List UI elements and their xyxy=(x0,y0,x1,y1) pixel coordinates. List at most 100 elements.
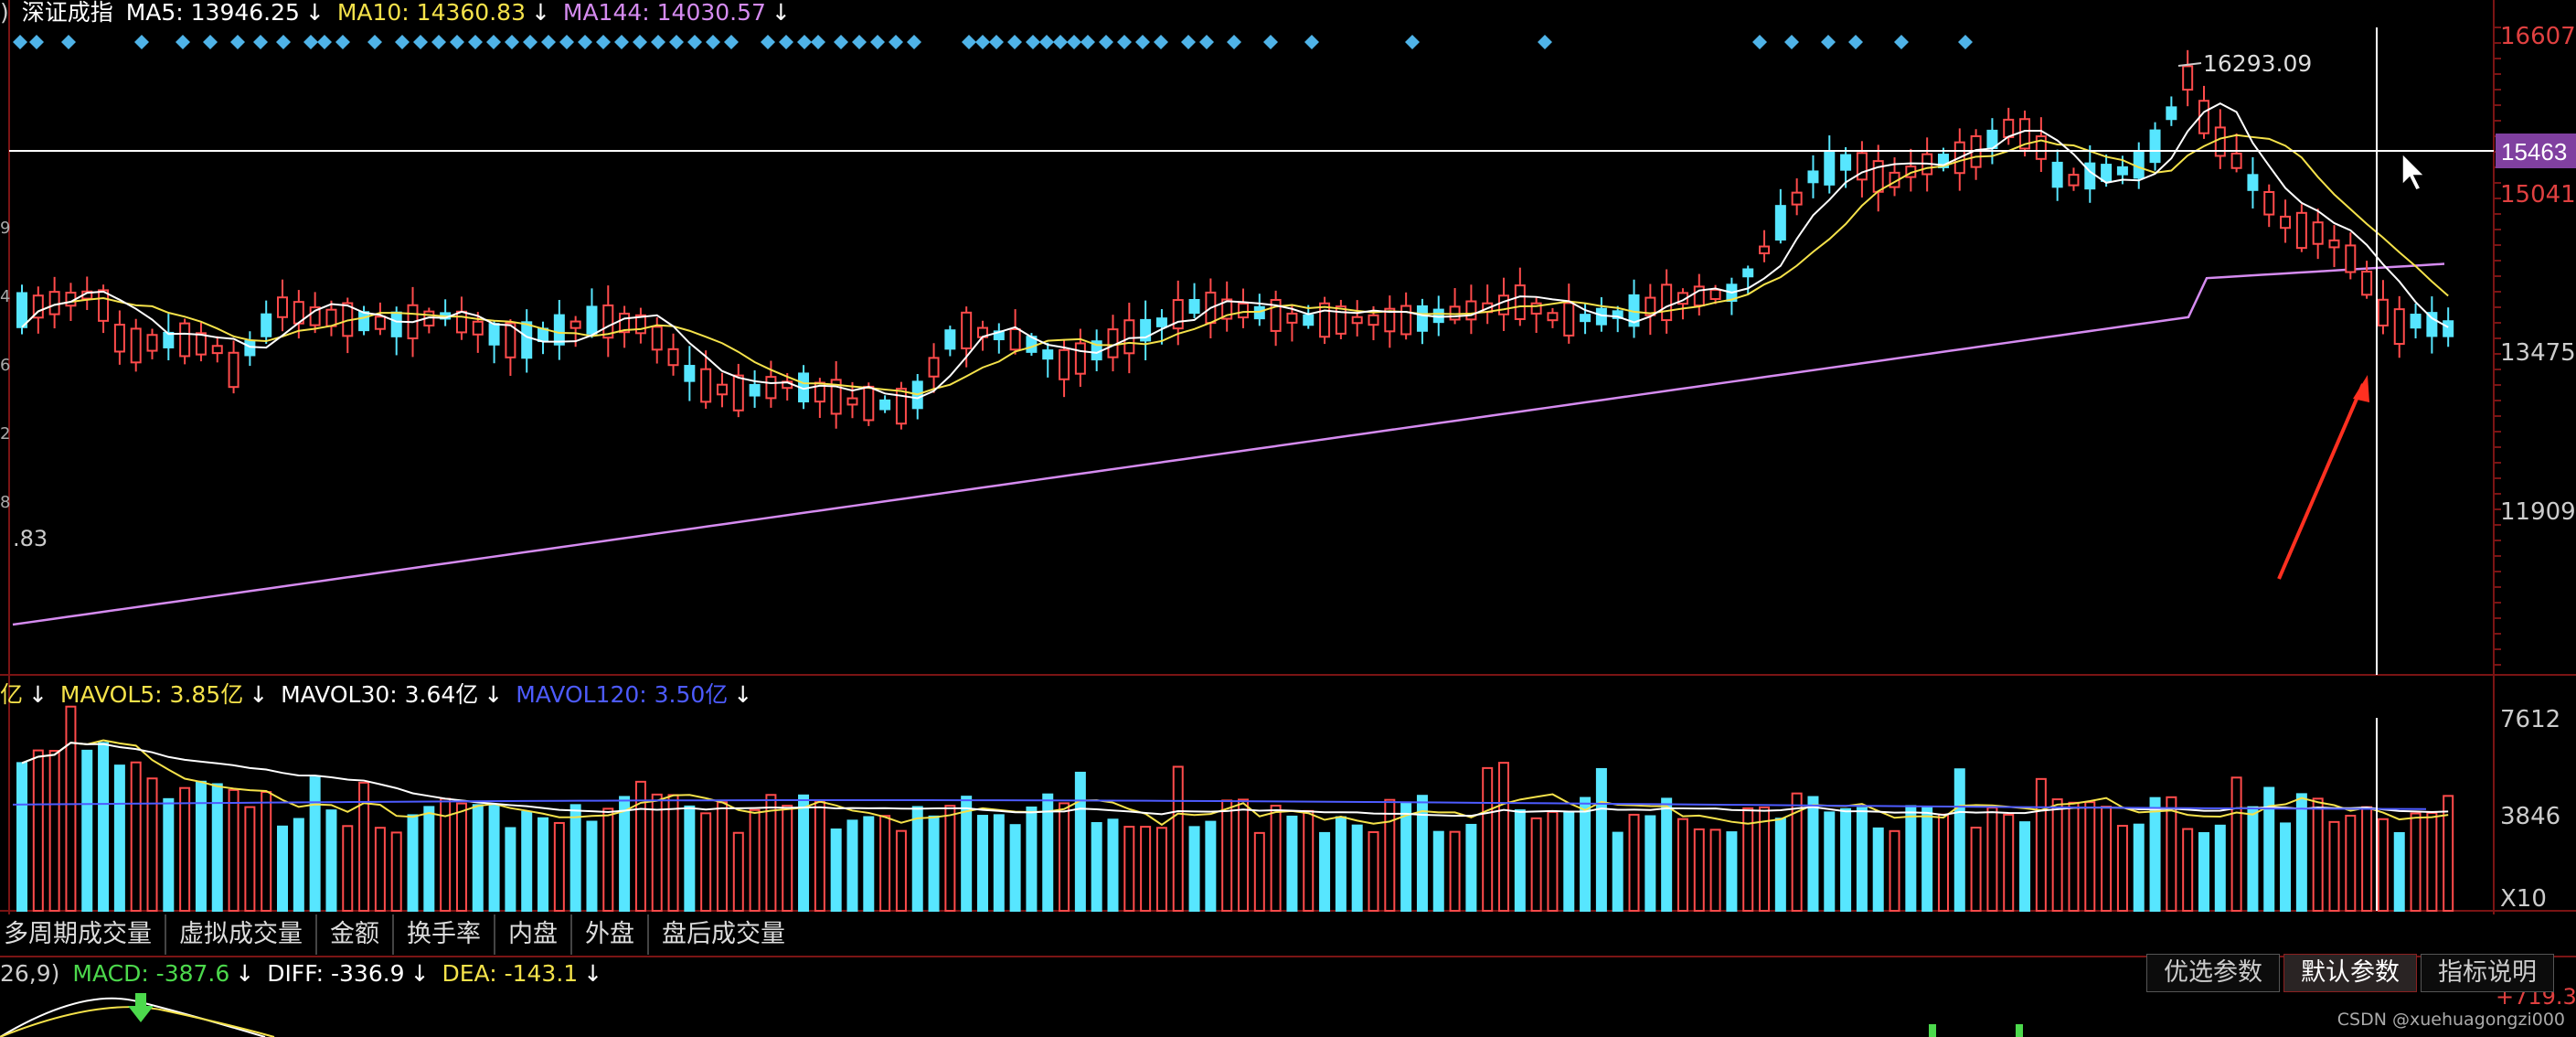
tab-virtual-volume[interactable]: 虚拟成交量 xyxy=(166,914,317,955)
mavol30-value[interactable]: MAVOL30: 3.64亿 xyxy=(281,681,479,708)
tab-multi-period-volume[interactable]: 多周期成交量 xyxy=(0,914,166,955)
candle-body xyxy=(1335,305,1347,335)
ma5-line xyxy=(21,102,2449,400)
volume-bar xyxy=(146,777,158,913)
ma5-arrow-icon: ↓ xyxy=(304,0,325,26)
candle-body xyxy=(358,311,370,332)
candle-body xyxy=(1188,298,1200,315)
volume-bar xyxy=(798,794,810,912)
mavol120-value[interactable]: MAVOL120: 3.50亿 xyxy=(516,681,729,708)
signal-diamond xyxy=(1538,35,1552,49)
volume-bar xyxy=(928,815,940,912)
candle-body xyxy=(586,305,598,335)
signal-diamond xyxy=(523,35,538,49)
panel-borders xyxy=(0,0,2576,957)
candle-body xyxy=(961,311,973,349)
dea-curve xyxy=(0,1006,275,1037)
ma10-value[interactable]: MA10: 14360.83 xyxy=(336,0,526,26)
volume-bar xyxy=(2019,821,2031,912)
signal-diamond xyxy=(1848,35,1863,49)
candle-body xyxy=(1498,294,1510,315)
volume-bar xyxy=(961,796,973,913)
volume-bar xyxy=(993,814,1005,913)
candle-body xyxy=(846,397,858,406)
volume-bar xyxy=(309,776,321,913)
candle-body xyxy=(651,326,663,351)
signal-diamond xyxy=(633,35,647,49)
mouse-pointer-icon xyxy=(2401,152,2426,191)
diff-value[interactable]: DIFF: -336.9 xyxy=(267,960,405,987)
signal-diamond xyxy=(431,35,446,49)
candle-body xyxy=(2035,135,2047,160)
volume-bar xyxy=(358,781,370,913)
volume-bar xyxy=(2035,777,2047,912)
candle-body xyxy=(1693,285,1705,307)
candle-body xyxy=(1319,302,1331,338)
candle-body xyxy=(2280,215,2292,230)
candle-body xyxy=(879,399,891,411)
signal-diamond xyxy=(1117,35,1132,49)
volume-bar xyxy=(2410,812,2422,912)
volume-bar xyxy=(1547,810,1559,913)
tab-amount[interactable]: 金额 xyxy=(317,914,394,955)
volume-bar xyxy=(65,705,77,913)
dea-value[interactable]: DEA: -143.1 xyxy=(442,960,579,987)
candle-body xyxy=(928,357,940,378)
volume-bar xyxy=(505,827,516,912)
price-legend: ) 深证成指 MA5: 13946.25 ↓ MA10: 14360.83 ↓ MA… xyxy=(0,1,796,25)
price-axis-label-1: 16607 xyxy=(2500,23,2576,50)
indicator-parameter-buttons: 优选参数 默认参数 指标说明 xyxy=(2143,954,2554,992)
ma5-value[interactable]: MA5: 13946.25 xyxy=(125,0,300,26)
volume-bar xyxy=(651,793,663,912)
tab-outer-volume[interactable]: 外盘 xyxy=(572,914,649,955)
volume-bar xyxy=(2361,806,2373,912)
volume-bar xyxy=(1042,793,1054,912)
volume-bar xyxy=(1009,824,1021,912)
ma10-polyline xyxy=(21,134,2449,396)
volume-bar xyxy=(1303,809,1315,912)
default-params-button[interactable]: 默认参数 xyxy=(2283,954,2417,992)
ma144-value[interactable]: MA144: 14030.57 xyxy=(562,0,766,26)
candle-body xyxy=(1580,314,1591,323)
macd-value[interactable]: MACD: -387.6 xyxy=(72,960,230,987)
volume-bar xyxy=(684,805,696,912)
tab-turnover-rate[interactable]: 换手率 xyxy=(394,914,495,955)
macd-legend: 26,9) MACD: -387.6 ↓ DIFF: -336.9 ↓ DEA: -… xyxy=(0,962,608,986)
candle-body xyxy=(1742,268,1754,278)
signal-diamond xyxy=(176,35,190,49)
volume-bar xyxy=(2051,798,2063,912)
volume-bar xyxy=(2312,797,2324,913)
candle-body xyxy=(2426,312,2438,337)
indicator-help-button[interactable]: 指标说明 xyxy=(2421,954,2554,992)
signal-diamond xyxy=(395,35,410,49)
candle-body xyxy=(2328,239,2340,249)
signal-diamond xyxy=(907,35,921,49)
optimized-params-button[interactable]: 优选参数 xyxy=(2146,954,2280,992)
candle-body xyxy=(2182,65,2194,91)
candle-body xyxy=(48,291,60,315)
left-edge-digit: 9 xyxy=(0,219,10,238)
tab-after-hours-volume[interactable]: 盘后成交量 xyxy=(662,920,785,948)
signal-diamond xyxy=(13,35,27,49)
volume-bar xyxy=(976,815,988,912)
volume-bar xyxy=(2247,806,2259,912)
candle-body xyxy=(1400,305,1412,336)
volume-bar xyxy=(48,750,60,912)
candle-body xyxy=(700,368,712,403)
signal-diamond xyxy=(1784,35,1799,49)
volume-bar xyxy=(879,815,891,913)
price-axis-label-4: 11909 xyxy=(2500,498,2576,526)
signal-diamond xyxy=(253,35,268,49)
candle-body xyxy=(1514,284,1526,320)
volume-axis-label-1: 7612 xyxy=(2500,706,2560,733)
signal-diamond xyxy=(367,35,382,49)
candle-body xyxy=(309,306,321,326)
volume-bar xyxy=(1368,830,1379,912)
candle-body xyxy=(1221,298,1233,320)
mavol5-value[interactable]: MAVOL5: 3.85亿 xyxy=(59,681,244,708)
volume-bar xyxy=(2443,795,2454,913)
tab-inner-volume[interactable]: 内盘 xyxy=(495,914,572,955)
volume-bar xyxy=(32,749,44,912)
volume-bar xyxy=(1432,830,1444,913)
